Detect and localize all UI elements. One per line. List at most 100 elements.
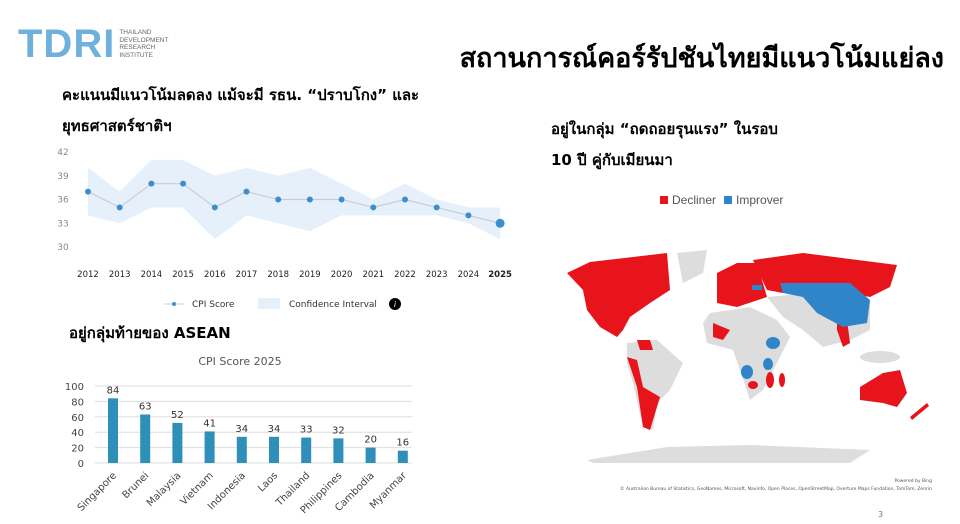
cpi-point (116, 204, 123, 211)
info-icon-glyph: i (394, 300, 397, 309)
legend-cpi-score: CPI Score (192, 300, 235, 310)
asean-heading: อยู่กลุ่มท้ายของ ASEAN (69, 324, 231, 342)
y-tick-label: 33 (57, 219, 68, 229)
europe (717, 263, 767, 307)
legend-confidence-interval: Confidence Interval (289, 300, 377, 310)
legend-band-swatch (258, 298, 280, 309)
x-tick-label: 2017 (236, 270, 258, 280)
bar (140, 414, 151, 463)
bar-value-label: 41 (203, 418, 216, 429)
bar (172, 422, 183, 463)
cpi-point (243, 188, 250, 195)
improver-swatch (724, 196, 733, 204)
bar-value-label: 34 (235, 424, 248, 435)
tanzania (763, 358, 773, 370)
x-tick-label: 2024 (458, 270, 480, 280)
map-credits: Powered by Bing © Australian Bureau of S… (620, 479, 932, 492)
legend-point (172, 302, 176, 306)
x-tick-label: 2022 (394, 270, 416, 280)
bar (236, 436, 247, 463)
cpi-point (402, 196, 408, 203)
y-tick-label: 36 (57, 196, 69, 206)
ukraine (752, 285, 762, 290)
south-america-west (627, 357, 660, 430)
x-tick-label: 2020 (331, 270, 353, 280)
bar (333, 438, 344, 463)
mali (713, 323, 730, 340)
bar (301, 437, 312, 463)
right-heading: อยู่ในกลุ่ม “ถดถอยรุนแรง” ในรอบ 10 ปี คู… (551, 120, 778, 169)
x-tick-label: 2021 (362, 270, 384, 280)
cpi-point (433, 204, 440, 211)
y-tick-label: 42 (57, 148, 68, 158)
y-tick-label: 30 (57, 243, 69, 253)
bar (204, 431, 215, 463)
cpi-point (338, 196, 345, 203)
y-tick-label: 80 (71, 397, 84, 408)
venezuela (637, 340, 653, 350)
y-tick-label: 60 (71, 413, 84, 424)
madagascar (779, 373, 785, 387)
bar-value-label: 84 (107, 385, 120, 396)
cpi-point (85, 188, 91, 195)
left-heading: คะแนนมีแนวโน้มลดลง แม้จะมี รธน. “ปราบโกง… (62, 86, 420, 135)
angola (741, 365, 753, 379)
info-icon (389, 298, 401, 310)
africa (703, 307, 790, 400)
ethiopia (766, 337, 780, 349)
zambia (748, 381, 758, 389)
antarctica (587, 445, 870, 463)
logo-text: TDRI (18, 22, 116, 66)
cpi-point (370, 204, 377, 211)
y-tick-label: 20 (71, 444, 84, 455)
cpi-line (87, 183, 501, 224)
indonesia (860, 351, 900, 363)
bar-value-label: 63 (139, 401, 152, 412)
bar-value-label: 32 (332, 425, 345, 436)
cpi-point (211, 204, 218, 211)
cpi-point (148, 180, 155, 187)
bar (365, 447, 376, 463)
y-tick-label: 40 (71, 428, 84, 439)
north-america (567, 253, 670, 337)
logo-subtext: THAILAND DEVELOPMENT RESEARCH INSTITUTE (119, 29, 169, 59)
south-america (627, 340, 683, 430)
bar (397, 450, 408, 463)
x-tick-label: 2025 (488, 270, 512, 280)
legend-improver: Improver (736, 193, 784, 207)
bar (269, 436, 279, 463)
bar-chart-title: CPI Score 2025 (198, 355, 281, 368)
x-tick-label: 2015 (172, 270, 194, 280)
southeast-asia (837, 320, 850, 347)
y-tick-label: 100 (65, 382, 84, 393)
cpi-point (180, 180, 187, 187)
y-tick-label: 0 (78, 459, 84, 470)
x-tick-label: 2023 (426, 270, 448, 280)
mozambique (766, 372, 774, 388)
page-number: 3 (878, 510, 884, 519)
bar (108, 398, 118, 463)
greenland (677, 250, 707, 283)
bar-value-label: 34 (268, 424, 281, 435)
slide-title: สถานการณ์คอร์รัปชันไทยมีแนวโน้มแย่ลง (459, 43, 944, 74)
asean-bar-chart: CPI Score 202510080604020084Singapore63B… (65, 355, 412, 516)
bar-value-label: 52 (171, 410, 184, 421)
cpi-point (465, 212, 472, 219)
map-legend: Decliner Improver (660, 193, 783, 207)
bar-value-label: 33 (300, 425, 313, 436)
x-tick-label: 2016 (204, 270, 226, 280)
x-tick-label: 2014 (141, 270, 163, 280)
decliner-swatch (660, 196, 668, 204)
cpi-point (275, 196, 282, 203)
cpi-point (306, 196, 313, 203)
y-tick-label: 39 (57, 172, 69, 182)
x-tick-label: 2018 (267, 270, 289, 280)
x-tick-label: 2013 (109, 270, 131, 280)
x-tick-label: 2019 (299, 270, 321, 280)
bar-value-label: 20 (364, 435, 377, 446)
australia (860, 370, 907, 407)
x-tick-label: 2012 (77, 270, 99, 280)
new-zealand (910, 403, 929, 420)
tdri-logo: TDRI THAILAND DEVELOPMENT RESEARCH INSTI… (18, 24, 168, 64)
